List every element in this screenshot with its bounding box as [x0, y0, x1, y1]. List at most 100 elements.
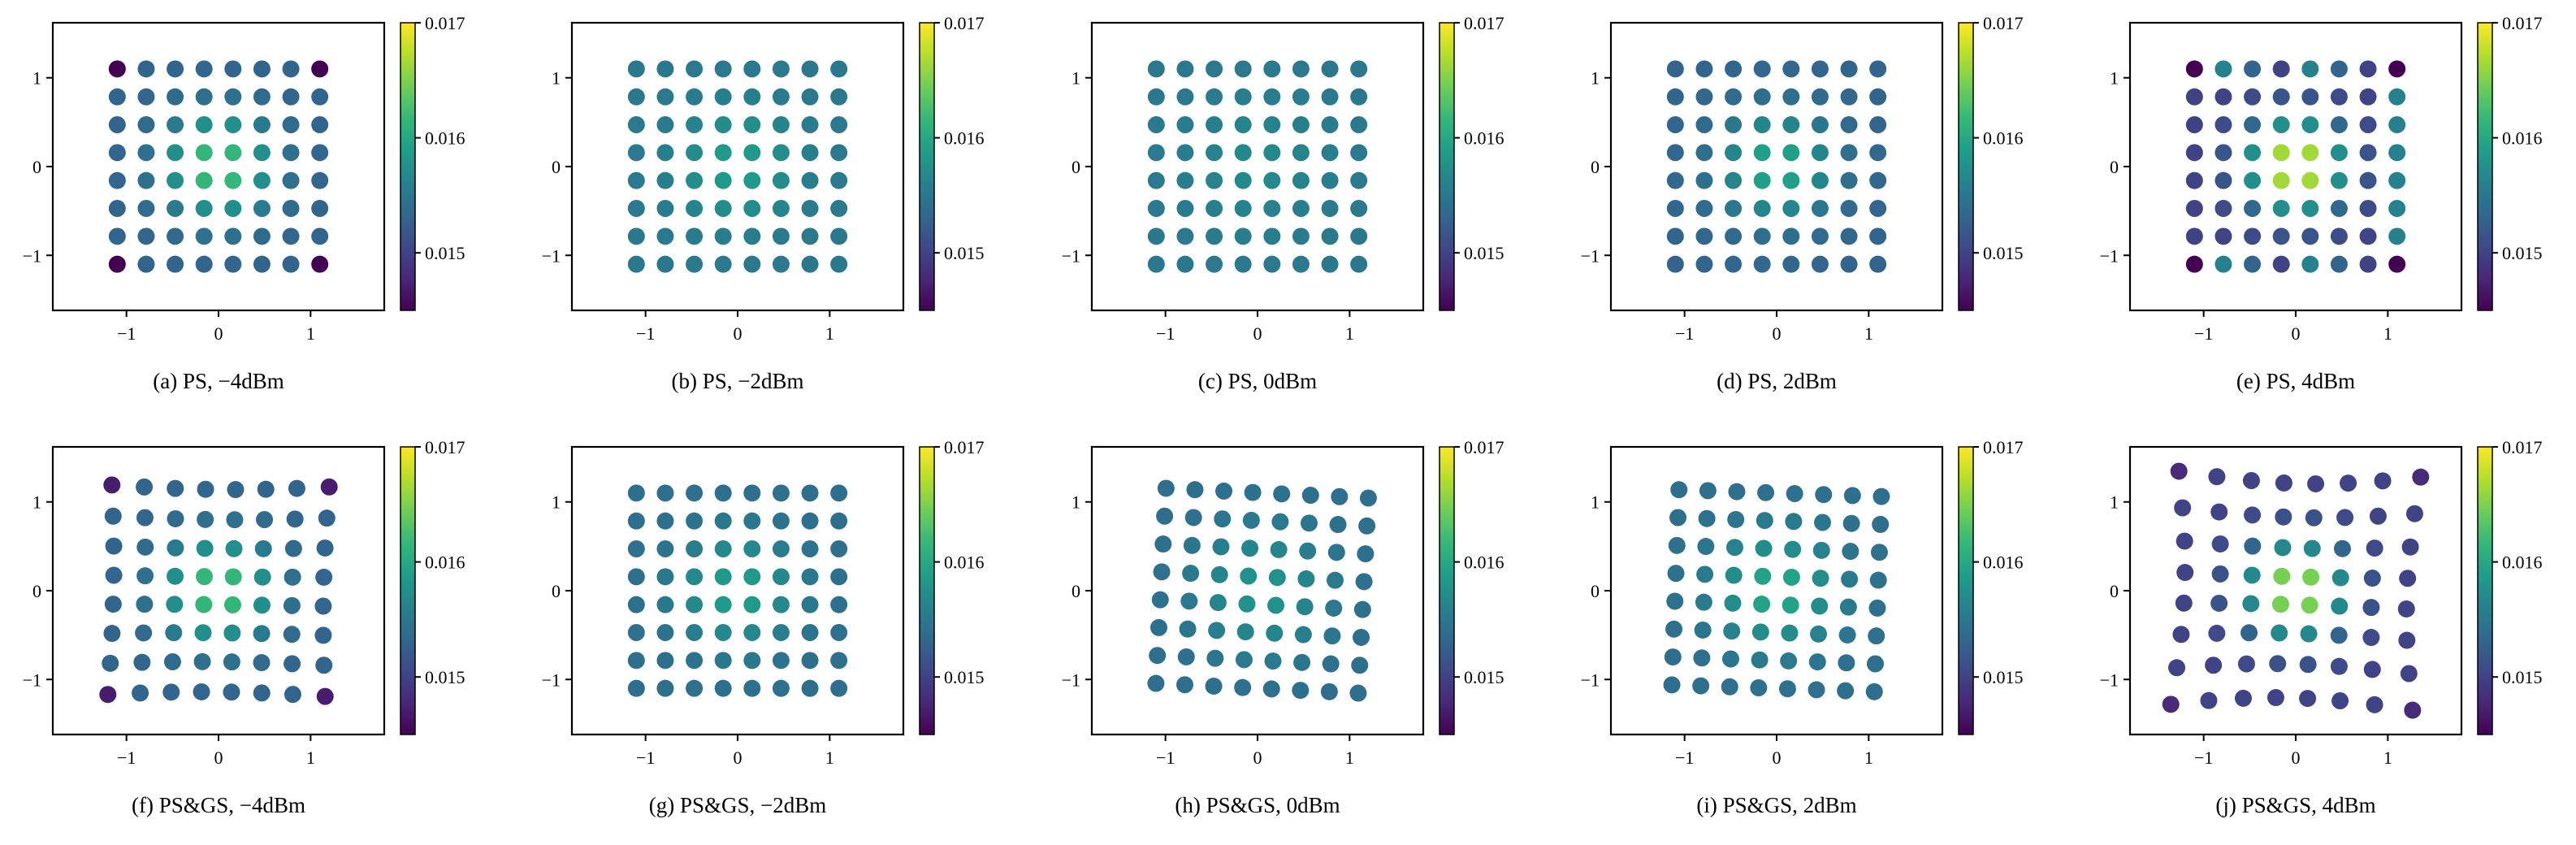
- scatter-point: [195, 596, 213, 613]
- scatter-point: [1263, 88, 1281, 106]
- scatter-point: [283, 626, 301, 644]
- scatter-point: [167, 567, 184, 585]
- scatter-point: [1697, 538, 1715, 556]
- scatter-point: [135, 624, 153, 642]
- scatter-point: [102, 654, 119, 672]
- scatter-point: [743, 652, 761, 670]
- scatter-point: [627, 255, 645, 273]
- scatter-point: [1727, 510, 1745, 528]
- scatter-point: [253, 115, 271, 133]
- panel-h: −1 0 1 −1 0 1 0.015 0.016 0.017 (h) PS&GS, 0dBm: [1062, 437, 1504, 817]
- scatter-point: [2305, 509, 2323, 526]
- scatter-point: [686, 255, 704, 273]
- scatter-point: [1814, 514, 1832, 531]
- colorbar-tick-label: 0.017: [944, 437, 985, 457]
- scatter-point: [1176, 255, 1194, 273]
- scatter-point: [743, 255, 761, 273]
- x-tick-label: 0: [734, 323, 742, 344]
- scatter-point: [1838, 654, 1855, 672]
- colorbar: [1439, 22, 1455, 311]
- scatter-point: [1782, 60, 1800, 78]
- scatter-point: [2243, 566, 2261, 584]
- scatter-point: [2299, 656, 2317, 674]
- scatter-point: [2242, 595, 2260, 613]
- scatter-point: [2174, 499, 2192, 517]
- scatter-point: [2275, 508, 2292, 526]
- scatter-point: [2301, 596, 2318, 614]
- scatter-point: [1780, 652, 1798, 670]
- y-tick-label: 0: [32, 157, 41, 177]
- x-tick-label: 0: [1773, 748, 1782, 768]
- scatter-points: [99, 476, 338, 705]
- scatter-point: [1725, 115, 1743, 133]
- scatter-point: [2388, 228, 2406, 245]
- scatter-point: [2211, 565, 2229, 583]
- scatter-point: [167, 115, 184, 133]
- scatter-point: [656, 512, 674, 530]
- scatter-point: [316, 539, 334, 557]
- y-tick-label: 0: [552, 581, 561, 601]
- y-tick-label: 0: [1072, 157, 1080, 177]
- scatter-point: [1869, 571, 1887, 589]
- scatter-point: [1811, 200, 1829, 218]
- scatter-point: [801, 228, 819, 245]
- scatter-point: [2331, 569, 2349, 587]
- scatter-point: [1292, 115, 1310, 133]
- scatter-point: [1811, 171, 1829, 189]
- scatter-point: [1234, 678, 1252, 696]
- scatter-point: [2244, 115, 2262, 133]
- scatter-point: [772, 652, 790, 670]
- scatter-point: [1240, 567, 1258, 585]
- scatter-point: [1811, 255, 1829, 273]
- scatter-point: [1838, 626, 1856, 644]
- scatter-point: [1755, 540, 1773, 557]
- y-tick-label: −1: [2100, 670, 2119, 690]
- colorbar-tick-label: 0.016: [944, 128, 985, 149]
- scatter-point: [2336, 509, 2354, 526]
- scatter-point: [282, 115, 300, 133]
- scatter-point: [1869, 200, 1887, 218]
- scatter-point: [627, 624, 645, 642]
- scatter-point: [830, 88, 848, 106]
- scatter-point: [1296, 598, 1314, 616]
- scatter-point: [830, 255, 848, 273]
- scatter-point: [714, 652, 732, 670]
- scatter-point: [686, 60, 704, 78]
- scatter-point: [1808, 653, 1826, 671]
- scatter-point: [1154, 535, 1172, 553]
- scatter-point: [772, 255, 790, 273]
- scatter-point: [1724, 594, 1742, 612]
- scatter-point: [1292, 171, 1310, 189]
- scatter-point: [2275, 474, 2292, 492]
- scatter-point: [1753, 144, 1771, 162]
- scatter-point: [224, 115, 242, 133]
- scatter-point: [1177, 648, 1195, 665]
- scatter-point: [2214, 171, 2232, 189]
- scatter-point: [167, 228, 184, 245]
- scatter-point: [137, 228, 155, 245]
- scatter-point: [1268, 569, 1286, 587]
- scatter-point: [1699, 482, 1717, 500]
- scatter-point: [1210, 566, 1228, 583]
- scatter-point: [1176, 88, 1194, 106]
- scatter-point: [137, 200, 155, 218]
- panel-caption: (a) PS, −4dBm: [153, 369, 284, 393]
- scatter-point: [2405, 505, 2423, 522]
- scatter-point: [103, 625, 121, 643]
- scatter-point: [163, 652, 181, 670]
- scatter-point: [2244, 228, 2262, 245]
- scatter-point: [830, 679, 848, 697]
- scatter-point: [224, 88, 242, 106]
- scatter-point: [1843, 487, 1861, 505]
- scatter-point: [1321, 171, 1339, 189]
- x-tick-label: 0: [734, 748, 742, 768]
- scatter-point: [2359, 115, 2377, 133]
- scatter-point: [801, 679, 819, 697]
- panel-e: −1 0 1 −1 0 1 0.015 0.016 0.017 (e) PS, 4dBm: [2100, 13, 2543, 393]
- scatter-point: [714, 512, 732, 530]
- scatter-point: [1753, 596, 1771, 613]
- scatter-point: [627, 144, 645, 162]
- scatter-point: [137, 171, 155, 189]
- scatter-point: [627, 200, 645, 218]
- scatter-point: [1695, 88, 1713, 106]
